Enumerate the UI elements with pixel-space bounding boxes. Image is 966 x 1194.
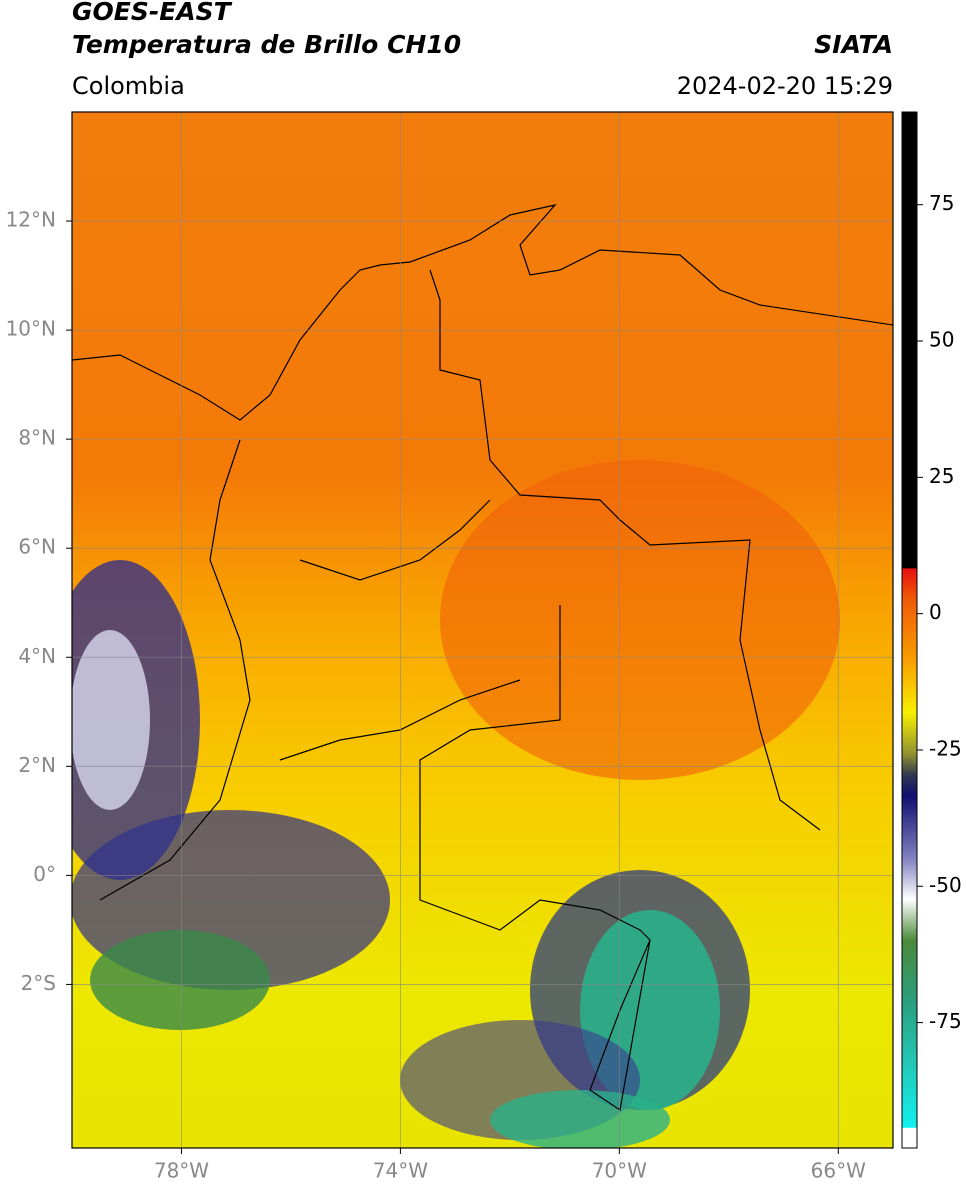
colorbar-tick-label: 50 xyxy=(929,328,954,352)
x-tick-label: 74°W xyxy=(373,1159,428,1183)
grid xyxy=(72,112,893,1148)
subtitle: Temperatura de Brillo CH10 xyxy=(72,30,461,59)
colorbar-tick-label: 0 xyxy=(929,600,942,624)
datetime: 2024-02-20 15:29 xyxy=(677,72,893,100)
colorbar-tick-label: 75 xyxy=(929,191,954,215)
y-tick-label: 4°N xyxy=(18,644,56,668)
y-tick-label: 8°N xyxy=(18,426,56,450)
x-tick-label: 78°W xyxy=(154,1159,209,1183)
title: GOES-EAST xyxy=(72,0,233,26)
colorbar xyxy=(901,111,918,1149)
y-tick-label: 2°S xyxy=(21,971,56,995)
colorbar-tick-label: -75 xyxy=(929,1009,962,1033)
colorbar-tick-label: -50 xyxy=(929,873,962,897)
y-tick-label: 12°N xyxy=(6,208,56,232)
colorbar-tick-label: -25 xyxy=(929,736,962,760)
source: SIATA xyxy=(814,30,893,59)
satellite-image xyxy=(72,112,893,1148)
y-tick-label: 0° xyxy=(33,862,56,886)
y-tick-label: 10°N xyxy=(6,317,56,341)
colorbar-tick-label: 25 xyxy=(929,464,954,488)
x-tick-label: 70°W xyxy=(592,1159,647,1183)
x-tick-label: 66°W xyxy=(811,1159,866,1183)
y-tick-label: 6°N xyxy=(18,535,56,559)
map-frame xyxy=(71,111,894,1149)
y-tick-label: 2°N xyxy=(18,753,56,777)
region: Colombia xyxy=(72,72,185,100)
